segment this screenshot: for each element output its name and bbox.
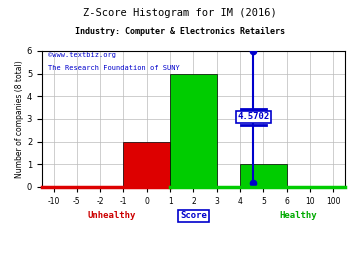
Text: Score: Score	[180, 211, 207, 221]
Text: Unhealthy: Unhealthy	[87, 211, 136, 221]
Text: Z-Score Histogram for IM (2016): Z-Score Histogram for IM (2016)	[83, 8, 277, 18]
Text: 4.5702: 4.5702	[237, 112, 270, 122]
Y-axis label: Number of companies (8 total): Number of companies (8 total)	[15, 60, 24, 178]
Text: The Research Foundation of SUNY: The Research Foundation of SUNY	[48, 65, 180, 70]
Text: Industry: Computer & Electronics Retailers: Industry: Computer & Electronics Retaile…	[75, 27, 285, 36]
Bar	[170, 74, 217, 187]
Text: ©www.textbiz.org: ©www.textbiz.org	[48, 52, 116, 58]
Bar	[123, 142, 170, 187]
Bar	[240, 164, 287, 187]
Text: Healthy: Healthy	[280, 211, 317, 221]
